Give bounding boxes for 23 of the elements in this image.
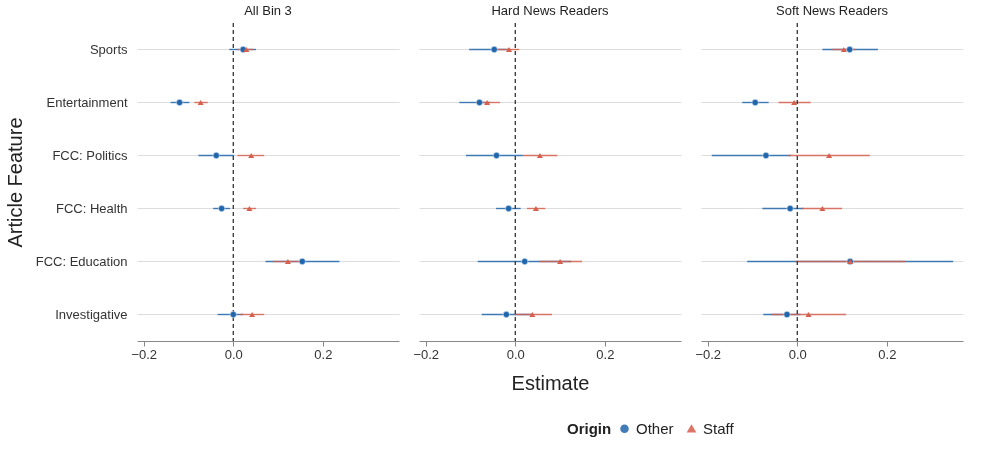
x-tick-label: −0.2 — [695, 346, 722, 362]
x-axis-title: Estimate — [511, 371, 590, 394]
x-tick-label: 0.2 — [878, 346, 897, 362]
x-tick-label: 0.0 — [506, 346, 525, 362]
y-tick-label: FCC: Politics — [52, 147, 128, 163]
legend-label: Staff — [703, 419, 735, 437]
x-tick-label: 0.0 — [224, 346, 243, 362]
x-tick-label: 0.2 — [314, 346, 333, 362]
y-axis-title: Article Feature — [3, 117, 26, 248]
chart-title: Hard News Readers — [491, 3, 610, 19]
legend-label: Other — [636, 419, 674, 437]
x-tick-label: −0.2 — [131, 346, 158, 362]
chart-title: Soft News Readers — [776, 3, 889, 19]
x-tick-label: −0.2 — [413, 346, 440, 362]
x-tick-label: 0.0 — [788, 346, 807, 362]
y-tick-label: Sports — [89, 41, 128, 57]
y-tick-label: Investigative — [55, 306, 128, 322]
y-tick-label: FCC: Health — [55, 200, 128, 216]
y-tick-label: FCC: Education — [35, 253, 128, 269]
legend-title: Origin — [567, 420, 612, 437]
chart-title: All Bin 3 — [244, 3, 292, 19]
x-tick-label: 0.2 — [596, 346, 615, 362]
y-tick-label: Entertainment — [46, 94, 128, 110]
